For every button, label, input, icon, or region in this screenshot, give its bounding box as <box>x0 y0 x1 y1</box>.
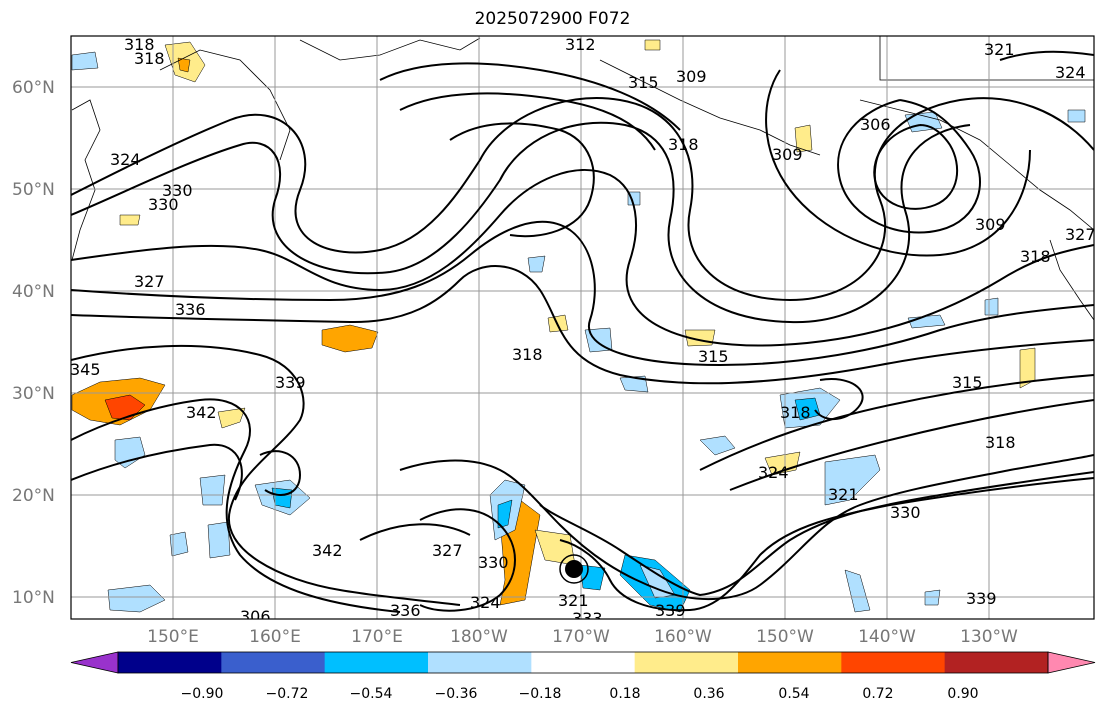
lon-label: 170°W <box>552 627 610 647</box>
lon-label: 160°W <box>654 627 712 647</box>
contour-label: 327 <box>432 541 463 560</box>
lat-label: 10°N <box>12 588 55 608</box>
colorbar-segment <box>841 652 946 673</box>
coastlines <box>71 36 1094 321</box>
contour-label: 318 <box>985 433 1016 452</box>
colorbar-segment <box>324 652 429 673</box>
colorbar <box>70 651 1096 674</box>
storm-center-marker <box>565 560 583 578</box>
latitude-labels: 60°N 50°N 40°N 30°N 20°N 10°N <box>12 78 55 608</box>
contour-label: 315 <box>952 373 983 392</box>
contour-label: 318 <box>124 35 155 54</box>
contour-label: 324 <box>1055 63 1086 82</box>
lat-label: 50°N <box>12 180 55 200</box>
contour-label: 333 <box>572 609 603 628</box>
storm-center-ring <box>559 554 589 584</box>
colorbar-tick-label: 0.54 <box>778 686 809 702</box>
colorbar-tick-label: −0.18 <box>519 686 562 702</box>
contour-label: 330 <box>148 195 179 214</box>
colorbar-tick-label: −0.72 <box>266 686 309 702</box>
colorbar-tick-label: 0.36 <box>693 686 724 702</box>
lon-label: 130°W <box>960 627 1018 647</box>
colorbar-extend-low <box>70 651 119 674</box>
lon-label: 180°W <box>450 627 508 647</box>
colorbar-segment <box>428 652 532 673</box>
colorbar-segment <box>118 652 222 673</box>
contour-label: 309 <box>676 67 707 86</box>
colorbar-segment <box>944 652 1049 673</box>
contour-label: 306 <box>240 607 271 626</box>
lat-label: 30°N <box>12 384 55 404</box>
contour-label: 318 <box>134 49 165 68</box>
lat-label: 20°N <box>12 486 55 506</box>
lon-label: 150°W <box>756 627 814 647</box>
contour-label: 339 <box>275 373 306 392</box>
contour-label: 315 <box>698 347 729 366</box>
lon-label: 140°W <box>858 627 916 647</box>
colorbar-tick-label: 0.90 <box>947 686 978 702</box>
contour-label: 330 <box>478 553 509 572</box>
lat-label: 40°N <box>12 282 55 302</box>
lat-label: 60°N <box>12 78 55 98</box>
colorbar-segment <box>531 652 636 673</box>
contour-label: 345 <box>70 360 101 379</box>
contour-label: 318 <box>668 135 699 154</box>
contour-label: 312 <box>565 35 596 54</box>
contour-label: 327 <box>134 272 165 291</box>
map-panel <box>71 36 1094 619</box>
contour-label: 342 <box>312 541 343 560</box>
lon-label: 150°E <box>147 627 199 647</box>
contour-label: 309 <box>975 215 1006 234</box>
colorbar-tick-label: −0.36 <box>435 686 478 702</box>
colorbar-extend-high <box>1047 651 1096 674</box>
graticule <box>71 36 1094 619</box>
map-border <box>70 35 1095 620</box>
contour-label: 318 <box>512 345 543 364</box>
colorbar-border <box>117 651 1049 674</box>
lon-label: 170°E <box>351 627 403 647</box>
contour-label: 324 <box>470 593 501 612</box>
lon-label: 160°E <box>249 627 301 647</box>
contour-label: 330 <box>890 503 921 522</box>
contour-label: 321 <box>828 485 859 504</box>
contour-label: 321 <box>558 591 589 610</box>
colorbar-tick-label: 0.18 <box>609 686 640 702</box>
contour-label: 315 <box>628 73 659 92</box>
contour-label: 306 <box>860 115 891 134</box>
contour-label: 327 <box>1065 225 1096 244</box>
theta-contours <box>71 50 1094 613</box>
contour-label: 321 <box>984 40 1015 59</box>
longitude-labels: 150°E 160°E 170°E 180°W 170°W 160°W 150°… <box>147 627 1018 647</box>
contour-label: 324 <box>758 463 789 482</box>
colorbar-segment <box>634 652 739 673</box>
contour-label: 309 <box>772 145 803 164</box>
map-title: 2025072900 F072 <box>474 9 631 29</box>
contour-label: 342 <box>186 403 217 422</box>
contour-label: 318 <box>1020 247 1051 266</box>
contour-label: 324 <box>110 150 141 169</box>
colorbar-tick-label: −0.54 <box>350 686 393 702</box>
colorbar-segment <box>738 652 842 673</box>
contour-label: 336 <box>175 300 206 319</box>
contour-label: 318 <box>780 403 811 422</box>
contour-label: 336 <box>390 601 421 620</box>
colorbar-tick-label: −0.90 <box>181 686 224 702</box>
colorbar-segment <box>221 652 326 673</box>
contour-labels: 318 318 312 309 315 309 318 306 321 324 … <box>70 35 1096 628</box>
colorbar-tick-labels: −0.90 −0.72 −0.54 −0.36 −0.18 0.18 0.36 … <box>181 686 979 702</box>
contour-label: 339 <box>655 601 686 620</box>
contour-label: 339 <box>966 589 997 608</box>
colorbar-tick-label: 0.72 <box>862 686 893 702</box>
contour-label: 330 <box>162 181 193 200</box>
